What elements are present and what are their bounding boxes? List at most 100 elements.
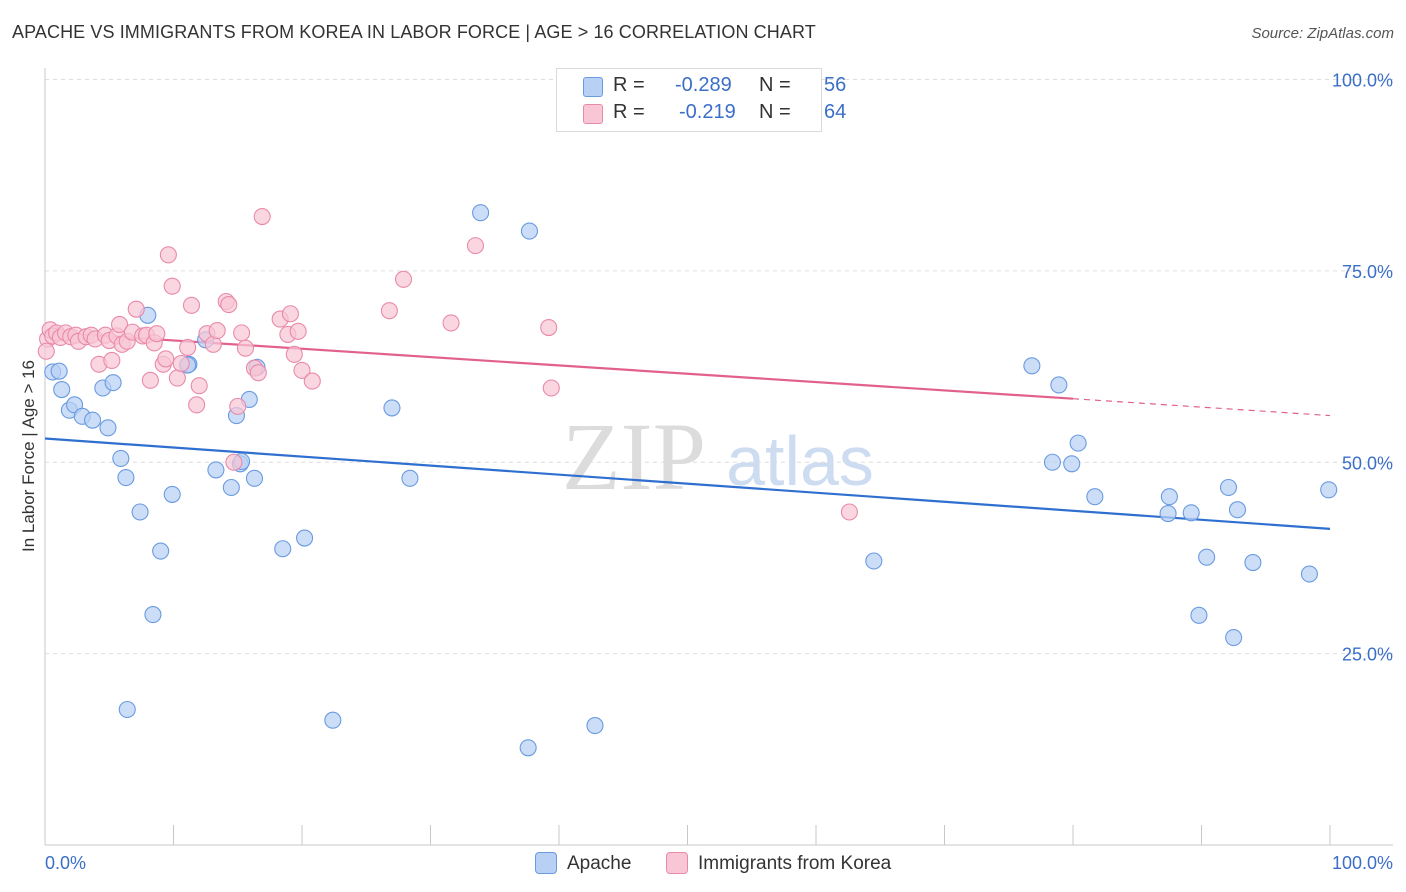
- point-apache: [152, 542, 170, 560]
- legend-n-label: N =: [759, 74, 791, 96]
- point-korea: [159, 246, 177, 264]
- tick-labels: 100.0% 75.0% 50.0% 25.0% 0.0% 100.0%: [45, 71, 1393, 874]
- point-korea: [442, 314, 460, 332]
- legend-n-label: N =: [759, 101, 791, 123]
- point-apache: [112, 449, 130, 467]
- y-tick-label: 75.0%: [1342, 262, 1393, 282]
- point-apache: [144, 606, 162, 624]
- point-korea: [840, 503, 858, 521]
- point-apache: [1198, 548, 1216, 566]
- trend-line-apache: [44, 437, 1331, 530]
- point-korea: [110, 315, 129, 334]
- point-apache: [222, 478, 240, 497]
- point-korea: [172, 354, 190, 373]
- point-apache: [1086, 488, 1104, 506]
- point-korea: [540, 318, 558, 337]
- axes: [44, 68, 1393, 846]
- source-label: Source: ZipAtlas.com: [1251, 25, 1394, 42]
- point-apache: [519, 739, 537, 757]
- point-apache: [472, 204, 490, 222]
- point-apache: [163, 485, 181, 503]
- point-apache: [99, 419, 117, 437]
- point-apache: [1043, 453, 1061, 471]
- legend-swatch-apache: [583, 77, 603, 97]
- point-korea: [293, 361, 311, 379]
- point-apache: [296, 529, 314, 547]
- y-tick-label: 25.0%: [1342, 645, 1393, 665]
- chart-title: APACHE VS IMMIGRANTS FROM KOREA IN LABOR…: [12, 22, 816, 42]
- point-apache: [50, 362, 68, 380]
- point-korea: [542, 379, 560, 397]
- point-apache: [1300, 565, 1318, 583]
- point-apache: [1159, 504, 1177, 523]
- trend-line-korea-dashed: [1072, 398, 1331, 417]
- point-korea: [190, 377, 208, 395]
- bottom-legend-swatch-korea: [666, 852, 688, 874]
- point-apache: [586, 717, 604, 735]
- point-korea: [289, 322, 307, 340]
- point-apache: [1225, 628, 1243, 647]
- y-axis-title-group: In Labor Force | Age > 16: [19, 360, 38, 552]
- x-tick-label-min: 0.0%: [45, 853, 86, 873]
- point-apache: [1244, 553, 1262, 572]
- point-korea: [253, 207, 271, 226]
- point-apache: [1228, 501, 1247, 519]
- legend-swatch-korea: [583, 104, 603, 124]
- legend-n-value-apache: 56: [824, 74, 847, 96]
- point-apache: [83, 411, 102, 429]
- point-korea: [103, 351, 121, 369]
- point-apache: [274, 540, 292, 558]
- point-apache: [324, 711, 342, 729]
- point-korea: [163, 277, 181, 295]
- point-apache: [1219, 478, 1238, 497]
- watermark: ZIP atlas: [562, 403, 874, 510]
- legend-r-value-apache: -0.289: [675, 74, 732, 96]
- point-korea: [466, 237, 485, 255]
- point-apache: [1182, 504, 1200, 522]
- legend-n-value-korea: 64: [824, 101, 847, 123]
- point-korea: [225, 453, 243, 471]
- point-apache: [865, 552, 883, 570]
- point-apache: [1320, 481, 1338, 499]
- point-korea: [182, 296, 201, 314]
- point-korea: [281, 305, 299, 323]
- point-korea: [236, 339, 255, 357]
- data-points: [37, 204, 1338, 757]
- point-korea: [208, 322, 226, 340]
- point-apache: [131, 503, 149, 521]
- correlation-legend: R = -0.289 N = 56 R = -0.219 N = 64: [556, 68, 846, 132]
- point-apache: [117, 469, 135, 487]
- point-apache: [401, 469, 419, 487]
- point-korea: [233, 324, 251, 342]
- point-korea: [303, 372, 321, 390]
- point-korea: [380, 302, 398, 320]
- y-axis-title: In Labor Force | Age > 16: [19, 360, 38, 552]
- point-korea: [249, 364, 267, 382]
- point-apache: [1050, 376, 1068, 394]
- y-tick-label: 50.0%: [1342, 453, 1393, 473]
- bottom-legend-label-korea: Immigrants from Korea: [698, 853, 892, 874]
- legend-r-label: R =: [613, 101, 645, 123]
- legend-r-label: R =: [613, 74, 645, 96]
- point-apache: [207, 461, 225, 479]
- point-korea: [127, 300, 145, 318]
- point-korea: [148, 325, 166, 343]
- legend-r-value-korea: -0.219: [679, 101, 736, 123]
- point-apache: [383, 399, 401, 417]
- point-korea: [220, 296, 238, 314]
- point-korea: [229, 397, 247, 415]
- watermark-atlas: atlas: [726, 422, 874, 500]
- point-apache: [520, 222, 538, 240]
- point-korea: [285, 345, 303, 363]
- point-apache: [1063, 455, 1081, 473]
- point-korea: [141, 371, 159, 389]
- x-tick-label-max: 100.0%: [1332, 853, 1393, 873]
- point-apache: [118, 700, 136, 719]
- bottom-legend-swatch-apache: [535, 852, 557, 874]
- point-apache: [1023, 357, 1041, 375]
- point-korea: [37, 342, 55, 360]
- point-apache: [1190, 606, 1208, 624]
- bottom-legend-label-apache: Apache: [567, 853, 632, 874]
- point-apache: [1160, 488, 1178, 506]
